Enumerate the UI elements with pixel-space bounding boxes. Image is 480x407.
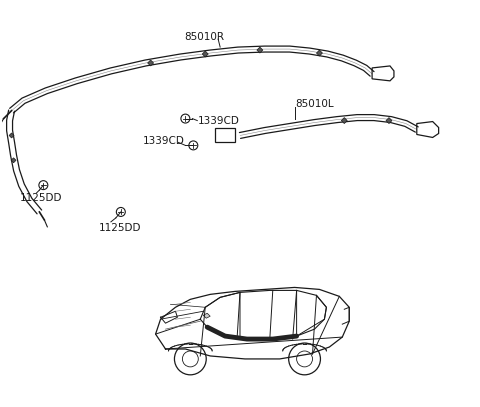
Text: 1125DD: 1125DD bbox=[20, 193, 62, 203]
Polygon shape bbox=[202, 51, 208, 57]
Polygon shape bbox=[9, 133, 14, 138]
Text: 85010R: 85010R bbox=[184, 32, 224, 42]
Text: 1339CD: 1339CD bbox=[198, 116, 240, 126]
Polygon shape bbox=[11, 158, 16, 163]
Polygon shape bbox=[341, 118, 347, 124]
Polygon shape bbox=[203, 313, 210, 318]
Polygon shape bbox=[316, 50, 323, 56]
Polygon shape bbox=[257, 47, 263, 53]
Polygon shape bbox=[148, 60, 154, 66]
Text: 85010L: 85010L bbox=[296, 98, 334, 109]
Polygon shape bbox=[386, 118, 392, 124]
Text: 1125DD: 1125DD bbox=[99, 223, 142, 233]
Text: 1339CD: 1339CD bbox=[143, 136, 184, 147]
